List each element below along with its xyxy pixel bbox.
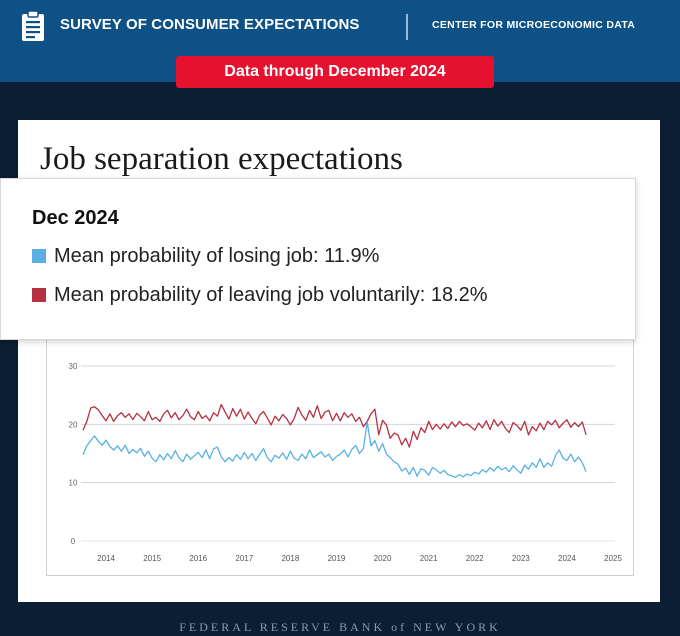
x-tick-label: 2015 — [143, 554, 161, 563]
x-tick-label: 2018 — [281, 554, 299, 563]
legend-swatch-leaving-job — [32, 288, 46, 302]
footer-text: FEDERAL RESERVE BANK of NEW YORK — [179, 620, 501, 634]
tooltip-period: Dec 2024 — [32, 207, 119, 229]
x-tick-label: 2019 — [328, 554, 346, 563]
tooltip-label-leaving-job: Mean probability of leaving job voluntar… — [54, 284, 488, 306]
app-title: SURVEY OF CONSUMER EXPECTATIONS — [60, 16, 360, 33]
legend-swatch-losing-job — [32, 249, 46, 263]
x-tick-label: 2022 — [466, 554, 484, 563]
x-tick-label: 2020 — [374, 554, 392, 563]
x-tick-label: 2016 — [189, 554, 207, 563]
tooltip-row-leaving-job: Mean probability of leaving job voluntar… — [32, 284, 488, 307]
chart-tooltip — [0, 178, 636, 340]
dark-band — [0, 82, 680, 120]
x-tick-label: 2021 — [420, 554, 438, 563]
clipboard-icon — [22, 10, 44, 41]
line-chart[interactable]: 0 10 20 30 2014 2015 2016 2017 2018 2019 2020 2021 2… — [47, 339, 635, 577]
x-tick-label: 2014 — [97, 554, 115, 563]
chart-title: Job separation expectations — [40, 141, 403, 177]
y-tick-label: 10 — [69, 479, 78, 488]
chart-frame[interactable]: 0 10 20 30 2014 2015 2016 2017 2018 2019 2020 2021 2… — [46, 338, 634, 576]
x-tick-label: 2023 — [512, 554, 530, 563]
data-through-badge: Data through December 2024 — [176, 56, 494, 88]
x-tick-label: 2025 — [604, 554, 622, 563]
tooltip-label-losing-job: Mean probability of losing job: 11.9% — [54, 245, 380, 267]
x-tick-label: 2024 — [558, 554, 576, 563]
y-tick-label: 0 — [71, 537, 76, 546]
y-tick-label: 20 — [69, 420, 78, 429]
x-tick-label: 2017 — [235, 554, 253, 563]
y-tick-label: 30 — [69, 362, 78, 371]
header-divider — [406, 14, 408, 40]
tooltip-row-losing-job: Mean probability of losing job: 11.9% — [32, 245, 379, 268]
org-name: CENTER FOR MICROECONOMIC DATA — [432, 19, 636, 31]
series-line-leaving-job[interactable] — [82, 403, 587, 448]
series-line-losing-job[interactable] — [82, 421, 587, 479]
